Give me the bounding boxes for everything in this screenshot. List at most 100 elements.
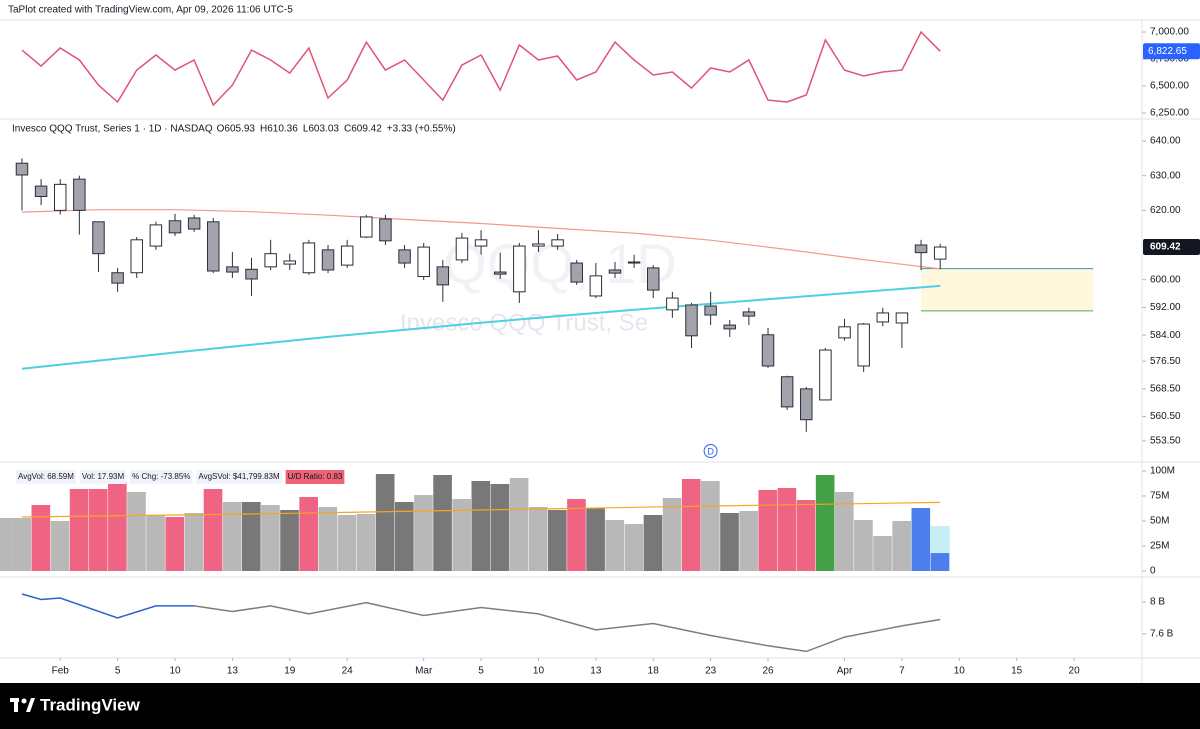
x-tick-label: 5 xyxy=(115,666,121,677)
candle-body xyxy=(340,245,354,266)
volume-bar xyxy=(146,515,165,571)
candle-body xyxy=(838,326,851,339)
candle-body xyxy=(876,312,890,323)
y-tick-label: 584.00 xyxy=(1150,330,1181,341)
volume-bar xyxy=(261,505,280,571)
volume-bar xyxy=(50,521,70,571)
volume-bar xyxy=(854,520,873,571)
volume-bar xyxy=(108,482,127,571)
x-tick-label: 10 xyxy=(954,666,966,677)
y-tick-label: 0 xyxy=(1150,566,1156,577)
credit: TaPlot created with TradingView.com, Apr… xyxy=(8,5,293,16)
last-value-box xyxy=(1143,43,1200,60)
candle-body xyxy=(570,262,583,283)
candle-body xyxy=(532,243,545,247)
candle-body xyxy=(53,183,67,211)
index-line xyxy=(21,30,941,107)
legend-item: O605.93 xyxy=(217,124,256,135)
y-tick-label: 630.00 xyxy=(1150,170,1181,181)
volume-bar xyxy=(528,507,548,571)
candle-body xyxy=(474,239,488,247)
y-tick-label: 620.00 xyxy=(1150,205,1181,216)
x-tick-label: Feb xyxy=(52,666,70,677)
y-tick-label: 560.50 xyxy=(1150,411,1181,422)
candle-body xyxy=(666,297,679,311)
footer-bar xyxy=(0,683,1200,729)
volume-bar xyxy=(318,507,338,571)
indicator-line xyxy=(21,593,195,619)
candle-body xyxy=(207,221,220,272)
event-marker-label: D xyxy=(707,446,714,456)
legend-bg xyxy=(285,470,345,484)
legend-bg xyxy=(196,470,282,484)
y-tick-label: 6,500.00 xyxy=(1150,81,1189,92)
candle-body xyxy=(455,237,469,261)
volume-bar xyxy=(452,499,472,571)
volume-bar xyxy=(586,508,605,571)
candle-body xyxy=(360,216,373,238)
volume-bar xyxy=(203,489,223,571)
candle-body xyxy=(15,162,29,176)
brand-logo xyxy=(10,698,35,712)
candle-body xyxy=(933,246,947,260)
x-tick-label: 10 xyxy=(169,666,181,677)
volume-bar xyxy=(567,499,586,571)
x-tick-label: Mar xyxy=(415,666,433,677)
candle-body xyxy=(627,261,641,264)
volume-bar xyxy=(815,475,835,571)
volume-bar xyxy=(184,513,204,571)
volume-bar xyxy=(127,492,146,571)
legend-bg xyxy=(16,470,76,484)
y-tick-label: 6,250.00 xyxy=(1150,108,1189,119)
x-tick-label: 19 xyxy=(284,666,296,677)
candle-body xyxy=(589,275,603,297)
volume-bar xyxy=(548,510,567,571)
volume-bar xyxy=(12,518,32,571)
candle-body xyxy=(608,269,622,274)
moving-average xyxy=(21,209,941,270)
volume-bar xyxy=(892,521,911,571)
x-tick-label: 18 xyxy=(648,666,660,677)
legend-item: C609.42 xyxy=(344,124,382,135)
x-tick-label: 13 xyxy=(227,666,239,677)
candle-body xyxy=(226,266,239,273)
indicator-line xyxy=(193,601,941,653)
volume-bar xyxy=(873,536,892,571)
candle-body xyxy=(857,323,870,367)
candle-body xyxy=(436,266,450,286)
legend-item: AvgSVol: $41,799.83M xyxy=(198,472,280,481)
volume-bar xyxy=(701,481,720,571)
legend-item: Vol: 17.93M xyxy=(82,472,125,481)
volume-bar xyxy=(662,498,682,571)
logo-part xyxy=(14,698,18,712)
zone xyxy=(921,268,1094,311)
volume-bar xyxy=(241,502,261,571)
last-value-label: 6,822.65 xyxy=(1148,46,1187,57)
legend-item: +3.33 (+0.55%) xyxy=(387,124,456,135)
average-volume xyxy=(21,501,941,518)
volume-bar xyxy=(31,505,51,571)
volume-bar xyxy=(739,511,758,571)
x-tick-label: Apr xyxy=(837,666,853,677)
candle-body xyxy=(493,271,507,275)
y-tick-label: 75M xyxy=(1150,491,1169,502)
candle-body xyxy=(647,267,660,291)
y-tick-label: 600.00 xyxy=(1150,274,1181,285)
y-tick-label: 8 B xyxy=(1150,597,1165,608)
legend-item: % Chg: -73.85% xyxy=(132,472,190,481)
logo-part xyxy=(26,698,35,712)
volume-bar xyxy=(414,495,433,571)
volume-bar xyxy=(681,479,701,571)
volume-bar xyxy=(433,475,452,571)
candle-body xyxy=(761,334,775,367)
x-tick-label: 24 xyxy=(342,666,354,677)
volume-bar xyxy=(165,517,185,571)
volume-bar xyxy=(394,502,414,571)
y-tick-label: 50M xyxy=(1150,516,1169,527)
legend-item: H610.36 xyxy=(260,124,298,135)
pane-title: Invesco QQQ Trust, Series 1 · 1D · NASDA… xyxy=(12,124,213,135)
volume-bar xyxy=(69,489,89,571)
y-tick-label: 100M xyxy=(1150,466,1175,477)
